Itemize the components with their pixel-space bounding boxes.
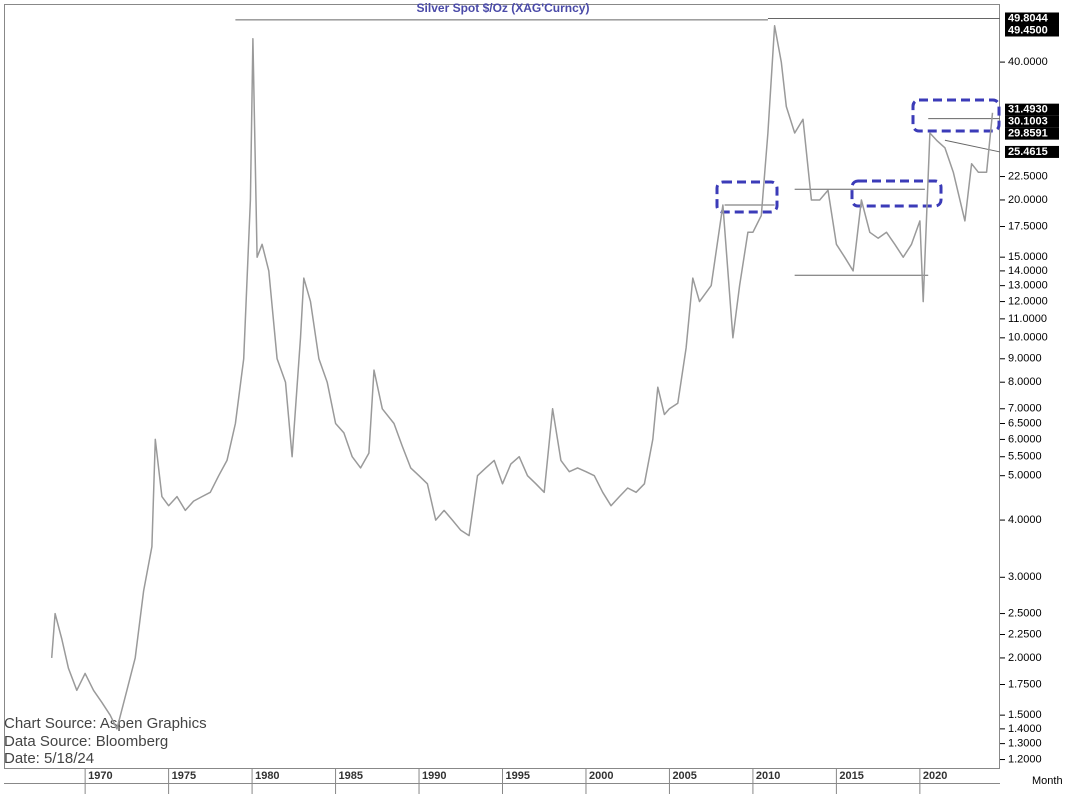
price-label: 25.4615: [1008, 146, 1048, 158]
y-tick-label: 13.0000: [1008, 280, 1048, 292]
x-axis-label: Month: [1032, 775, 1063, 787]
x-tick-label: 1970: [88, 770, 112, 782]
price-label: 29.8591: [1008, 128, 1048, 140]
y-tick-label: 17.5000: [1008, 220, 1048, 232]
x-tick-label: 2020: [923, 770, 947, 782]
y-tick-label: 9.0000: [1008, 353, 1042, 365]
x-tick-label: 1985: [339, 770, 363, 782]
trend-line: [944, 139, 1001, 153]
price-line: [50, 25, 994, 730]
price-label-box: [1005, 127, 1059, 140]
y-tick-label: 7.0000: [1008, 403, 1042, 415]
y-tick-label: 12.0000: [1008, 295, 1048, 307]
y-tick-label: 2.2500: [1008, 628, 1042, 640]
y-tick-label: 11.0000: [1008, 313, 1047, 325]
y-tick-label: 2.5000: [1008, 607, 1042, 619]
x-tick-label: 2015: [839, 770, 863, 782]
price-label: 30.1003: [1008, 116, 1048, 128]
highlight-boxes: [715, 98, 1001, 214]
x-tick-label: 2010: [756, 770, 780, 782]
highlight-box: [850, 179, 943, 208]
x-tick-label: 1975: [172, 770, 196, 782]
price-label: 49.8044: [1008, 12, 1049, 24]
y-tick-label: 1.3000: [1008, 738, 1042, 750]
x-tick-label: 1980: [255, 770, 279, 782]
y-tick-label: 5.0000: [1008, 470, 1042, 482]
y-tick-label: 1.5000: [1008, 709, 1042, 721]
y-tick-label: 8.0000: [1008, 376, 1042, 388]
price-label-box: [1005, 24, 1059, 37]
y-tick-label: 5.5000: [1008, 451, 1042, 463]
y-tick-label: 22.5000: [1008, 170, 1048, 182]
annotation: Chart Source: Aspen Graphics: [4, 715, 207, 732]
y-tick-label: 2.0000: [1008, 652, 1042, 664]
annotation: Data Source: Bloomberg: [4, 733, 168, 750]
x-tick-label: 2005: [672, 770, 696, 782]
y-tick-label: 1.2000: [1008, 753, 1042, 765]
y-tick-label: 3.0000: [1008, 571, 1042, 583]
x-tick-label: 2000: [589, 770, 613, 782]
y-tick-label: 10.0000: [1008, 332, 1048, 344]
price-label-box: [1005, 115, 1059, 128]
price-label-box: [1005, 103, 1059, 116]
y-tick-label: 6.5000: [1008, 417, 1042, 429]
y-tick-label: 40.0000: [1008, 56, 1048, 68]
price-label-box: [1005, 145, 1059, 158]
y-tick-label: 20.0000: [1008, 194, 1048, 206]
y-tick-label: 1.4000: [1008, 723, 1042, 735]
price-label-box: [1005, 12, 1059, 25]
x-tick-label: 1995: [506, 770, 530, 782]
y-tick-label: 15.0000: [1008, 251, 1048, 263]
chart-title: Silver Spot $/Oz (XAG'Curncy): [417, 1, 590, 15]
price-label: 49.4500: [1008, 24, 1048, 36]
y-tick-label: 4.0000: [1008, 514, 1042, 526]
x-tick-label: 1990: [422, 770, 446, 782]
highlight-box: [911, 98, 1001, 133]
price-label: 31.4930: [1008, 104, 1048, 116]
y-tick-label: 6.0000: [1008, 433, 1042, 445]
y-tick-label: 1.7500: [1008, 678, 1042, 690]
annotation: Date: 5/18/24: [4, 750, 94, 767]
y-tick-label: 14.0000: [1008, 265, 1048, 277]
